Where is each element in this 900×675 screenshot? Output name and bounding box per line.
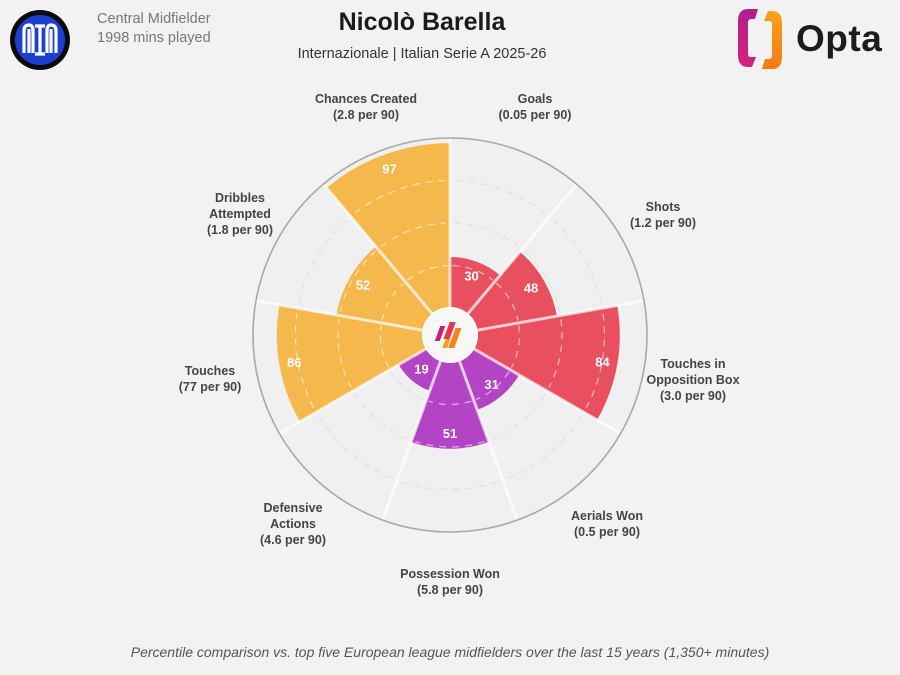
metric-per90: (4.6 per 90) [259, 533, 327, 547]
grid-ring [354, 394, 409, 440]
metric-label: Chances Created (2.8 per 90) [315, 91, 417, 123]
percentile-value: 97 [382, 161, 396, 176]
percentile-bar [459, 348, 520, 410]
metric-slice: 51 [382, 360, 518, 532]
player-position: Central Midfielder [97, 11, 211, 27]
percentile-bar [326, 143, 450, 315]
metric-name: Dribbles [214, 191, 266, 205]
metric-name: Defensive [263, 501, 323, 515]
player-name: Nicolò Barella [338, 8, 506, 36]
percentile-bar [276, 304, 427, 422]
metric-name: Chances Created [314, 92, 418, 106]
inter-club-logo [10, 10, 70, 70]
grid-ring [548, 319, 563, 388]
metric-slice: 52 [255, 184, 433, 331]
percentile-value: 52 [356, 277, 370, 292]
metric-name: Opposition Box [646, 373, 740, 387]
metric-slice: 30 [450, 138, 577, 315]
grid-ring [496, 282, 519, 321]
metric-name: Shots [645, 200, 681, 214]
metric-per90: (5.8 per 90) [416, 583, 484, 597]
percentile-value: 19 [414, 361, 428, 376]
metric-label: Shots (1.2 per 90) [630, 199, 696, 231]
metric-name: Attempted [209, 207, 271, 221]
grid-ring [339, 251, 376, 312]
grid-ring [475, 371, 510, 401]
metric-label: Defensive Actions (4.6 per 90) [260, 500, 326, 548]
metric-slice: 84 [473, 300, 648, 434]
grid-ring [379, 325, 390, 368]
percentile-value: 84 [595, 354, 610, 369]
grid-ring [491, 394, 546, 440]
metric-per90: (3.0 per 90) [659, 389, 726, 403]
metric-slice: 31 [459, 348, 621, 521]
metric-per90: (1.8 per 90) [206, 223, 274, 237]
grid-ring [390, 371, 425, 401]
percentile-value: 86 [287, 355, 301, 370]
footnote: Percentile comparison vs. top five Europ… [130, 644, 770, 660]
slice-divider [457, 359, 519, 521]
metric-per90: (0.5 per 90) [573, 525, 641, 539]
slice-divider [255, 299, 424, 332]
metric-per90: (2.8 per 90) [332, 108, 399, 122]
opta-logo-icon [738, 9, 782, 69]
percentile-bar [336, 246, 433, 331]
metric-per90: (1.2 per 90) [629, 216, 697, 230]
grid-ring [428, 400, 472, 406]
grid-ring [452, 264, 494, 281]
grid-ring [337, 319, 352, 388]
metric-slice: 19 [279, 348, 441, 521]
grid-ring [415, 440, 485, 448]
metric-label: Dribbles Attempted (1.8 per 90) [207, 190, 273, 238]
grid-ring [453, 222, 520, 248]
percentile-bar [411, 360, 489, 449]
metric-name: Possession Won [400, 567, 500, 581]
metric-label: Touches in Opposition Box (3.0 per 90) [646, 356, 739, 404]
metric-slice: 48 [467, 184, 645, 331]
slice-divider [381, 359, 443, 521]
grid-ring [510, 325, 521, 368]
metric-label: Aerials Won (0.5 per 90) [571, 508, 643, 540]
percentile-bar [467, 251, 557, 331]
grid-ring [406, 264, 448, 281]
percentile-value: 30 [464, 268, 478, 283]
percentile-bar [450, 257, 501, 315]
opta-wordmark: Opta [796, 18, 883, 59]
percentile-value: 48 [524, 281, 538, 296]
metric-slice: 86 [252, 300, 427, 434]
metric-name: Aerials Won [570, 509, 644, 523]
percentile-value: 31 [484, 377, 498, 392]
metric-label: Goals (0.05 per 90) [499, 91, 572, 123]
slice-divider [278, 347, 428, 435]
metric-name: Actions [270, 517, 316, 531]
metric-label: Touches (77 per 90) [179, 363, 242, 395]
grid-ring [524, 251, 561, 312]
metric-name: Touches in [660, 357, 726, 371]
percentile-bar [473, 305, 620, 420]
metric-label: Possession Won (5.8 per 90) [400, 566, 500, 598]
grid-ring [381, 282, 404, 321]
metric-slice: 97 [323, 138, 450, 315]
club-league-season: Internazionale | Italian Serie A 2025-26 [297, 46, 547, 62]
slice-divider [476, 299, 645, 332]
opta-mark-icon [434, 322, 462, 348]
opta-brand: Opta [734, 7, 882, 71]
slice-divider [466, 183, 578, 316]
outer-ring [252, 137, 648, 533]
metric-per90: (0.05 per 90) [498, 108, 572, 122]
metric-name: Touches [184, 364, 236, 378]
slice-divider [472, 347, 622, 435]
player-meta: Central Midfielder 1998 mins played [97, 10, 211, 48]
grid-ring [380, 222, 447, 248]
metric-per90: (77 per 90) [178, 380, 242, 394]
percentile-value: 51 [443, 426, 457, 441]
slice-divider [322, 183, 434, 316]
minutes-played: 1998 mins played [97, 30, 211, 46]
metric-name: Goals [517, 92, 553, 106]
